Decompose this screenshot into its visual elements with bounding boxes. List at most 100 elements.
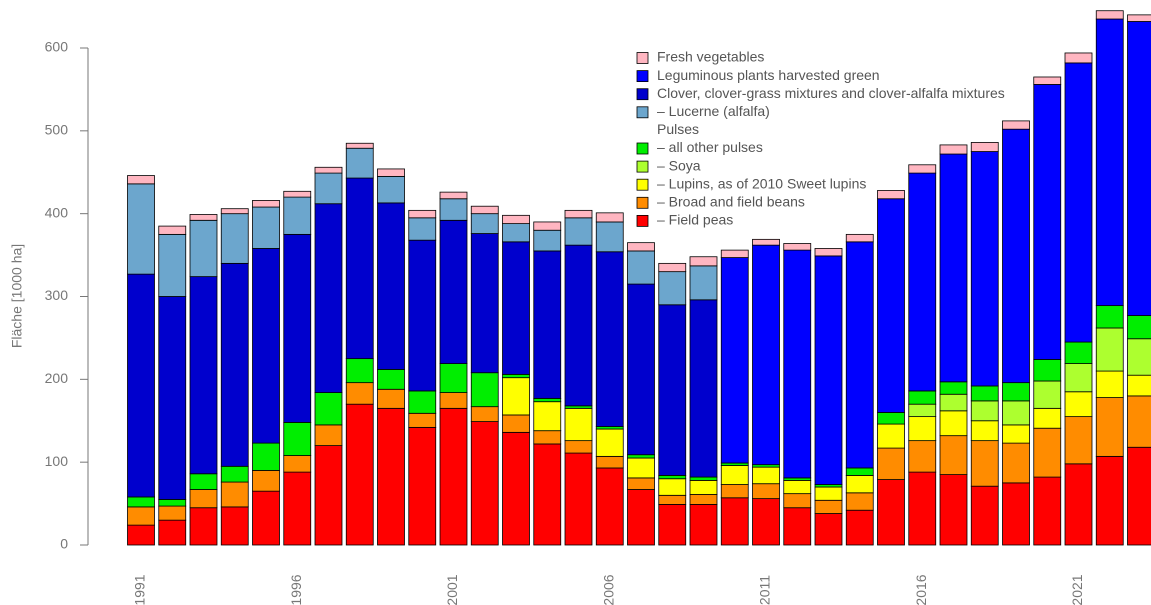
bar-segment <box>720 484 749 499</box>
bar-segment <box>752 498 780 546</box>
bar-segment <box>689 494 718 505</box>
legend-swatch <box>636 88 649 101</box>
bar-segment <box>1033 427 1062 478</box>
bar-segment <box>158 519 187 546</box>
bar-segment <box>283 455 312 473</box>
bar-segment <box>533 430 562 445</box>
bar-segment <box>470 372 499 408</box>
bar-segment <box>658 262 687 273</box>
bar-segment <box>314 445 343 546</box>
bar-segment <box>377 175 405 204</box>
bar-segment <box>345 382 374 405</box>
x-tick-label: 2016 <box>913 574 929 605</box>
bar-segment <box>720 465 749 485</box>
bar-segment <box>658 494 687 505</box>
bar-segment <box>877 447 905 480</box>
legend-swatch <box>636 196 649 209</box>
bar-segment <box>783 479 812 495</box>
bar-segment <box>752 466 780 485</box>
bar-segment <box>814 513 843 546</box>
bar-segment <box>439 198 468 221</box>
bar-segment <box>1002 382 1030 402</box>
legend-swatch <box>636 214 649 227</box>
bar-segment <box>283 190 312 198</box>
bar-segment <box>283 471 312 546</box>
bar-segment <box>189 219 218 278</box>
bar-segment <box>658 304 687 476</box>
bar-segment <box>1095 10 1124 20</box>
bar-segment <box>1033 359 1062 382</box>
bar-segment <box>939 144 968 155</box>
bar-segment <box>595 212 624 223</box>
bar-segment <box>783 243 812 251</box>
bar-segment <box>970 400 999 422</box>
bar-segment <box>189 276 218 475</box>
bar-segment <box>408 426 437 546</box>
bar-segment <box>658 475 687 480</box>
bar-segment <box>158 233 187 297</box>
bar-segment <box>1095 327 1124 372</box>
bar-segment <box>252 442 280 471</box>
bar-segment <box>127 175 155 185</box>
bar-segment <box>970 385 999 402</box>
bar-segment <box>1127 21 1151 316</box>
bar-segment <box>814 499 843 514</box>
bar-segment <box>627 457 655 479</box>
bar-segment <box>939 393 968 412</box>
bar-segment <box>877 479 905 546</box>
bar-segment <box>1064 391 1093 418</box>
bar-segment <box>533 229 562 252</box>
legend-swatch <box>636 142 649 155</box>
y-tick-label: 200 <box>45 370 69 386</box>
legend-header: Pulses <box>657 121 699 137</box>
bar-segment <box>845 467 874 476</box>
bar-segment <box>658 478 687 496</box>
bar-segment <box>533 397 562 403</box>
bar-segment <box>502 377 530 416</box>
bar-segment <box>564 244 593 407</box>
y-axis-label: Fläche [1000 ha] <box>9 244 25 348</box>
bar-segment <box>502 414 530 433</box>
bar-segment <box>1127 446 1151 546</box>
bar-segment <box>439 392 468 409</box>
bar-segment <box>908 390 937 405</box>
bar-segment <box>1127 338 1151 376</box>
bar-segment <box>1095 397 1124 457</box>
bar-segment <box>939 474 968 546</box>
bar-segment <box>689 504 718 546</box>
bar-segment <box>752 483 780 500</box>
bar-segment <box>314 166 343 174</box>
bar-segment <box>1002 400 1030 426</box>
bar-segment <box>470 421 499 546</box>
legend-swatch <box>636 70 649 82</box>
bar-segment <box>845 492 874 511</box>
bar-segment <box>1064 62 1093 343</box>
bar-segment <box>814 486 843 501</box>
bar-segment <box>220 208 249 215</box>
bar-segment <box>627 250 655 285</box>
bar-segment <box>814 248 843 257</box>
bar-segment <box>158 296 187 500</box>
x-tick-label: 2001 <box>444 574 460 605</box>
x-tick-label: 1991 <box>132 574 148 605</box>
bar-segment <box>1033 84 1062 360</box>
bar-segment <box>1064 52 1093 64</box>
legend-label: Fresh vegetables <box>657 49 764 65</box>
bar-segment <box>408 217 437 241</box>
bar-segment <box>502 241 530 375</box>
bar-segment <box>627 477 655 490</box>
bar-segment <box>439 191 468 200</box>
y-tick-label: 100 <box>45 453 69 469</box>
bar-segment <box>1033 76 1062 85</box>
bar-segment <box>970 420 999 442</box>
bar-segment <box>877 423 905 449</box>
bar-segment <box>595 428 624 457</box>
bar-segment <box>283 196 312 235</box>
bar-segment <box>845 241 874 469</box>
bar-segment <box>189 489 218 509</box>
legend-label: – Soya <box>657 157 701 173</box>
bar-segment <box>720 497 749 546</box>
bar-segment <box>595 467 624 546</box>
bar-segment <box>845 475 874 494</box>
bar-segment <box>877 198 905 413</box>
